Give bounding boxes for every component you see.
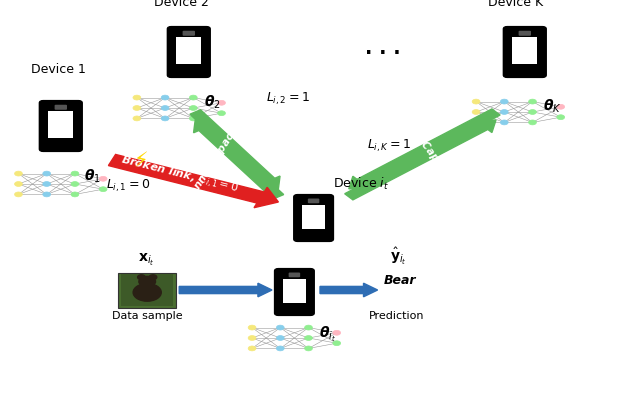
Circle shape — [189, 116, 197, 121]
Circle shape — [161, 106, 169, 110]
Text: $\hat{\mathbf{y}}_{i_t}$: $\hat{\mathbf{y}}_{i_t}$ — [390, 246, 406, 267]
Circle shape — [472, 120, 480, 125]
Text: $\boldsymbol{\theta}_2$: $\boldsymbol{\theta}_2$ — [204, 93, 220, 111]
Circle shape — [133, 106, 141, 110]
Bar — [49, 111, 73, 138]
Circle shape — [276, 346, 284, 351]
Circle shape — [43, 192, 51, 197]
Circle shape — [71, 192, 79, 197]
Circle shape — [133, 284, 161, 301]
Circle shape — [248, 325, 256, 330]
FancyBboxPatch shape — [182, 31, 195, 36]
Circle shape — [71, 182, 79, 186]
FancyArrow shape — [345, 120, 496, 200]
FancyArrow shape — [108, 154, 278, 208]
Circle shape — [133, 95, 141, 100]
FancyArrow shape — [320, 283, 378, 297]
FancyBboxPatch shape — [294, 194, 333, 241]
Circle shape — [139, 276, 156, 287]
Bar — [302, 204, 324, 229]
Text: Bear: Bear — [384, 274, 416, 286]
Circle shape — [333, 341, 340, 346]
Text: Data sample: Data sample — [112, 311, 182, 321]
FancyBboxPatch shape — [289, 272, 300, 277]
Circle shape — [276, 325, 284, 330]
Circle shape — [248, 336, 256, 340]
Circle shape — [99, 176, 107, 181]
Circle shape — [218, 100, 225, 105]
Circle shape — [472, 110, 480, 114]
Circle shape — [472, 99, 480, 104]
Circle shape — [149, 275, 157, 280]
Circle shape — [15, 192, 22, 197]
Bar — [513, 37, 537, 64]
Circle shape — [500, 110, 508, 114]
Circle shape — [15, 171, 22, 176]
Circle shape — [500, 99, 508, 104]
Circle shape — [43, 182, 51, 186]
Circle shape — [189, 106, 197, 110]
Circle shape — [305, 336, 312, 340]
Circle shape — [305, 325, 312, 330]
Circle shape — [529, 99, 536, 104]
FancyArrow shape — [190, 110, 280, 189]
Text: $L_{i,K}=1$: $L_{i,K}=1$ — [367, 138, 412, 154]
Circle shape — [276, 336, 284, 340]
Circle shape — [557, 104, 564, 109]
Circle shape — [43, 171, 51, 176]
Text: Device K: Device K — [488, 0, 543, 9]
Circle shape — [529, 110, 536, 114]
FancyBboxPatch shape — [504, 26, 547, 77]
Circle shape — [529, 120, 536, 125]
Circle shape — [15, 182, 22, 186]
Circle shape — [305, 346, 312, 351]
Text: $L_{i,1}=0$: $L_{i,1}=0$ — [106, 178, 150, 194]
FancyBboxPatch shape — [54, 105, 67, 110]
FancyArrow shape — [179, 283, 272, 297]
Circle shape — [161, 95, 169, 100]
Circle shape — [71, 171, 79, 176]
Circle shape — [99, 187, 107, 192]
FancyBboxPatch shape — [308, 198, 319, 203]
Text: $\boldsymbol{\theta}_1$: $\boldsymbol{\theta}_1$ — [84, 167, 101, 185]
Text: ⚡: ⚡ — [134, 151, 148, 171]
Bar — [177, 37, 201, 64]
Circle shape — [557, 115, 564, 120]
Text: $L_{i,2}=1$: $L_{i,2}=1$ — [266, 91, 310, 107]
FancyBboxPatch shape — [40, 100, 83, 151]
Text: $\boldsymbol{\theta}_{i_t}$: $\boldsymbol{\theta}_{i_t}$ — [319, 324, 336, 344]
Text: Device 1: Device 1 — [31, 63, 86, 76]
Circle shape — [189, 95, 197, 100]
FancyArrow shape — [349, 109, 500, 189]
FancyBboxPatch shape — [518, 31, 531, 36]
Circle shape — [218, 111, 225, 116]
Text: $\boldsymbol{\theta}_K$: $\boldsymbol{\theta}_K$ — [543, 97, 561, 115]
Text: Device 2: Device 2 — [154, 0, 209, 9]
Text: Channel Capacity: $C_{i,K}$: Channel Capacity: $C_{i,K}$ — [385, 98, 475, 210]
Text: $\mathbf{x}_{i_t}$: $\mathbf{x}_{i_t}$ — [138, 252, 154, 268]
Text: Channel Capacity: $C_{i,2}$: Channel Capacity: $C_{i,2}$ — [180, 96, 262, 212]
Circle shape — [161, 116, 169, 121]
Text: . . .: . . . — [365, 39, 401, 58]
Circle shape — [500, 120, 508, 125]
Circle shape — [333, 330, 340, 335]
Circle shape — [248, 346, 256, 351]
Text: Prediction: Prediction — [369, 311, 424, 321]
FancyArrow shape — [193, 120, 284, 199]
Bar — [283, 278, 306, 303]
Bar — [118, 273, 176, 308]
FancyBboxPatch shape — [275, 269, 314, 315]
Bar — [121, 274, 173, 306]
Circle shape — [133, 116, 141, 121]
FancyBboxPatch shape — [167, 26, 210, 77]
Text: Device $i_t$: Device $i_t$ — [333, 176, 388, 192]
Text: Broken link, $C_{i,1}=0$: Broken link, $C_{i,1}=0$ — [119, 153, 239, 197]
Circle shape — [138, 275, 145, 280]
